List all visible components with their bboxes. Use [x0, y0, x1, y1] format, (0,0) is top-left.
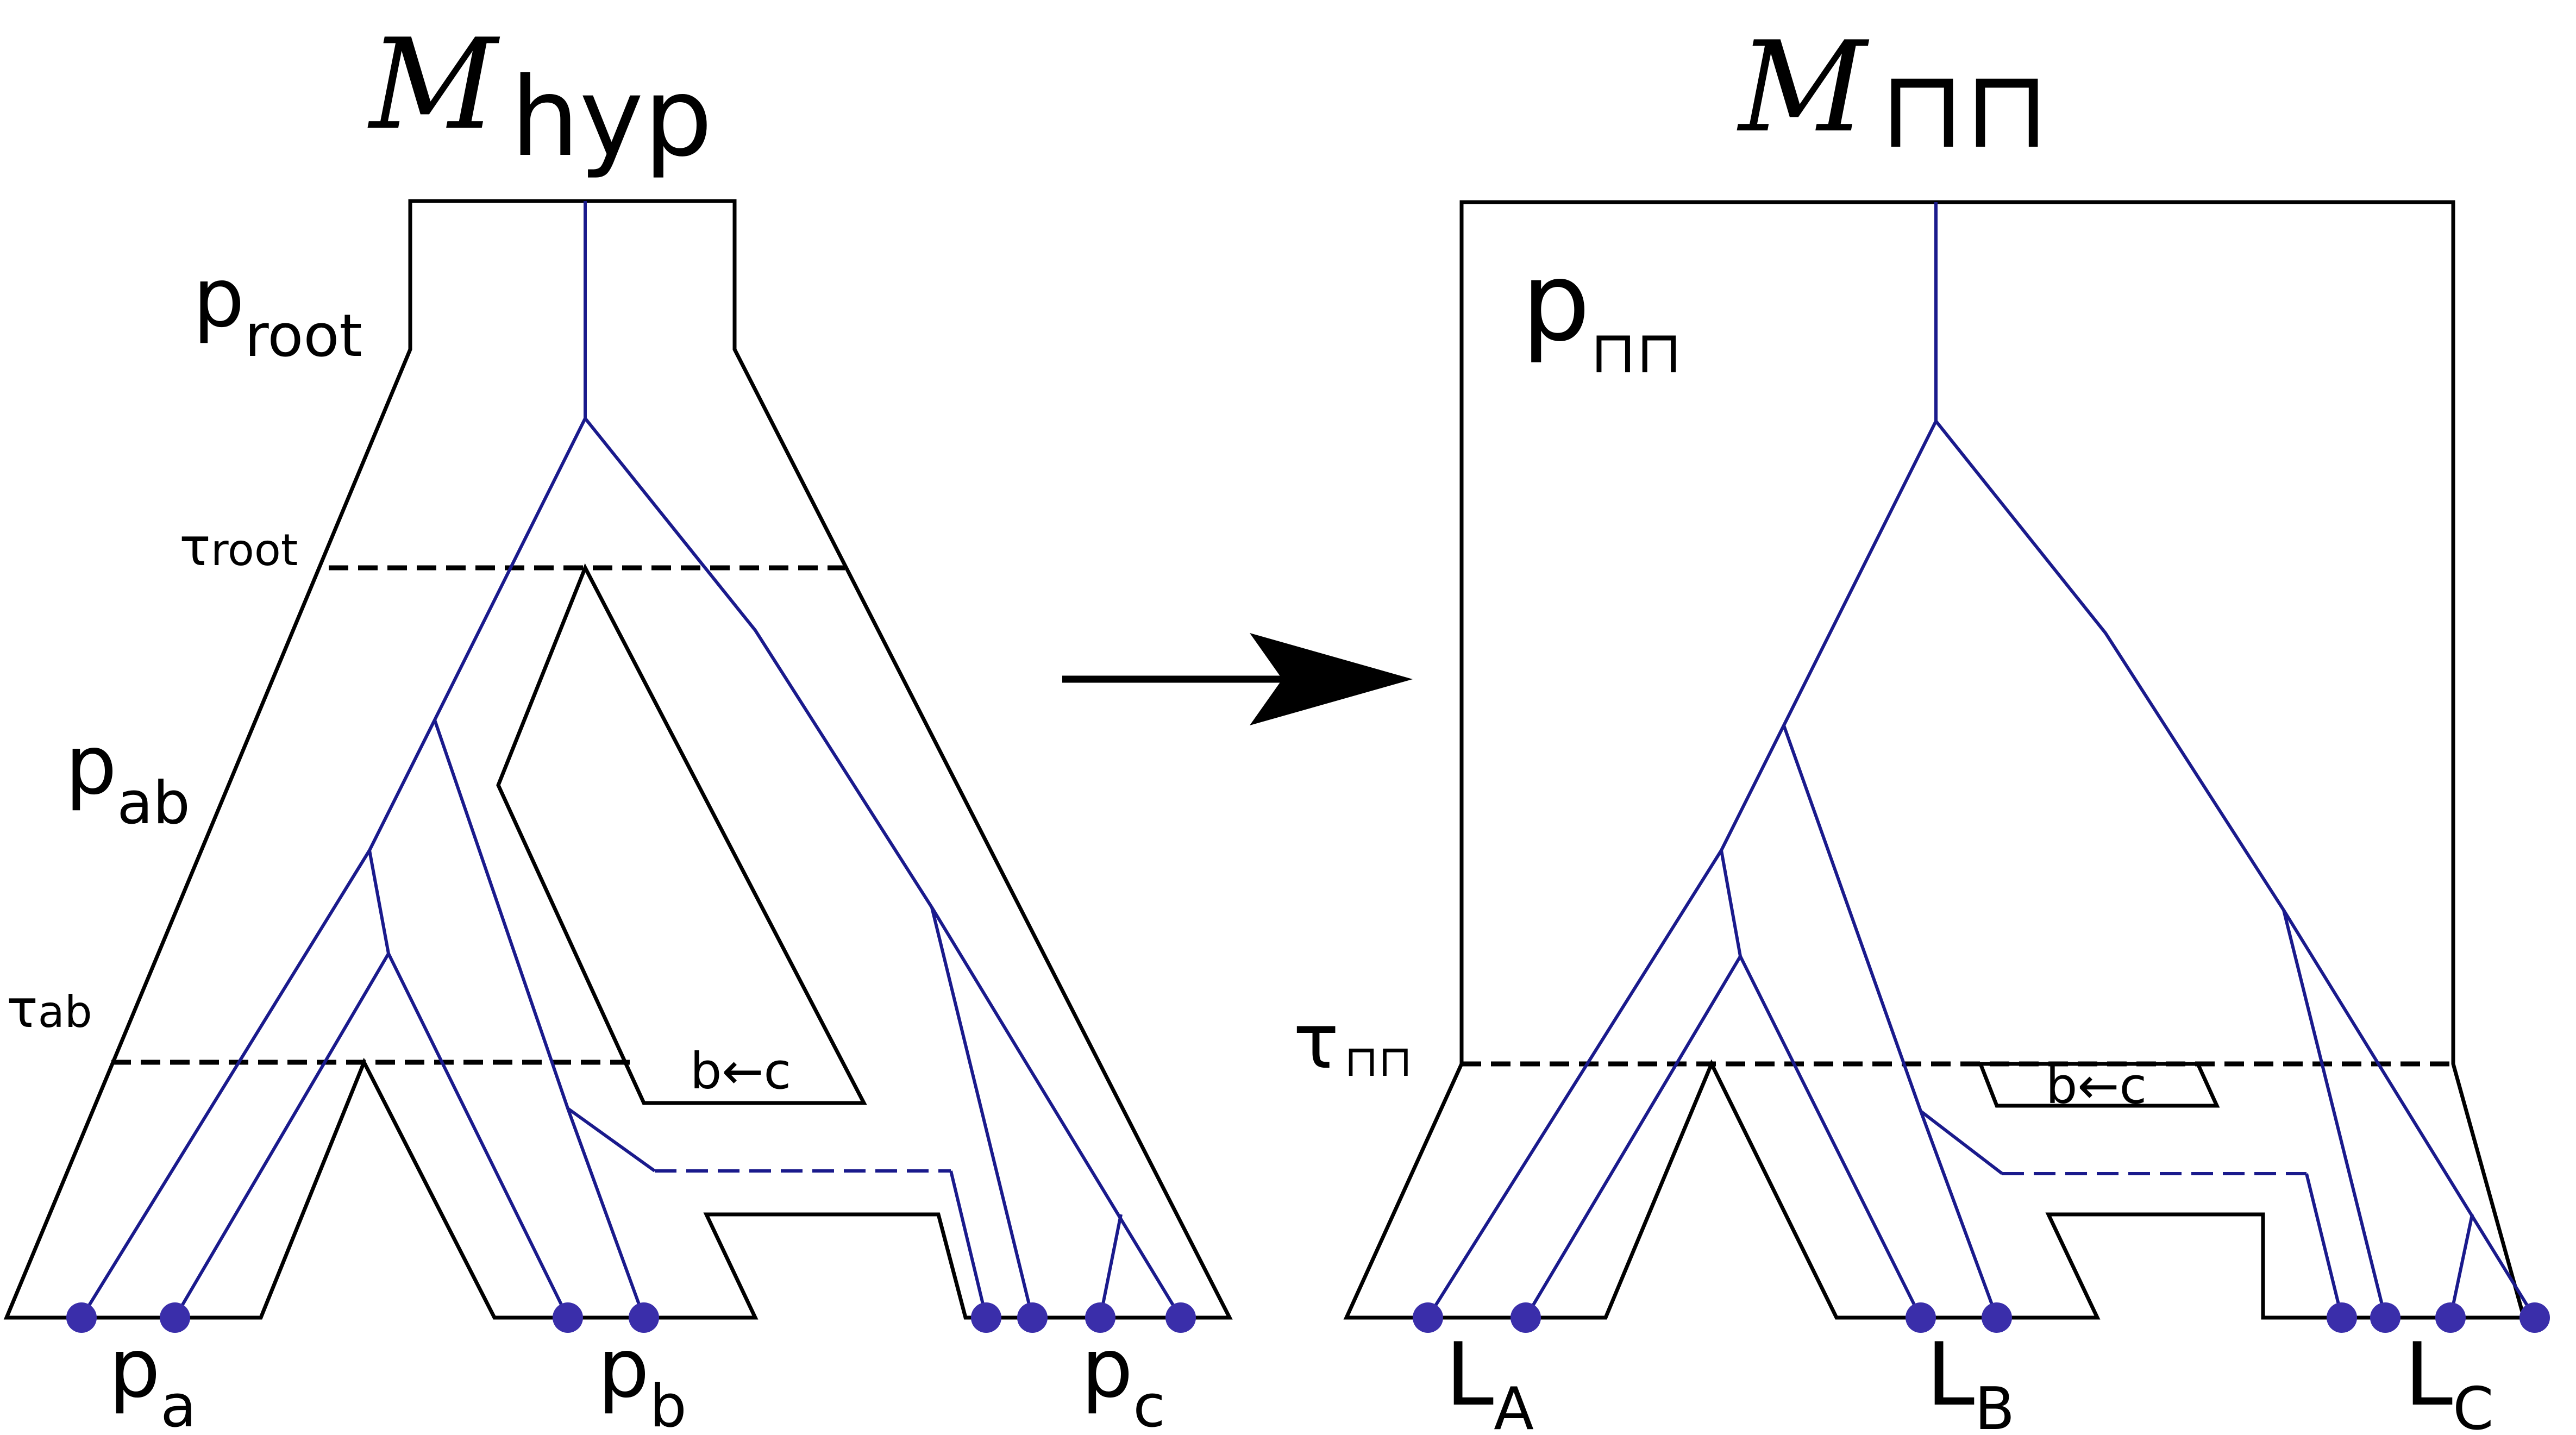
right-model: M ⊓⊓	[1293, 15, 2550, 1435]
label-tau-ab: τab	[7, 979, 92, 1039]
left-title-sub: hyp	[511, 54, 713, 181]
label-p-merged: p⊓⊓	[1521, 239, 1682, 386]
right-migration-box	[1977, 1062, 2220, 1108]
left-migration-label: b←c	[690, 1042, 791, 1100]
sample-point	[1085, 1302, 1115, 1333]
left-title: M hyp	[367, 12, 713, 181]
label-p-c: pc	[1081, 1321, 1165, 1435]
label-p-b: pb	[598, 1321, 687, 1435]
right-title-sub: ⊓⊓	[1880, 46, 2049, 173]
sample-point	[1017, 1302, 1048, 1333]
label-p-root: proot	[193, 251, 362, 370]
sample-point	[160, 1302, 190, 1333]
left-title-script: M	[367, 12, 500, 158]
sample-point	[2519, 1302, 2550, 1333]
right-species-tree-outline	[1343, 200, 2527, 1320]
sample-point	[1982, 1302, 2012, 1333]
right-title: M ⊓⊓	[1737, 15, 2049, 173]
right-migration-label: b←c	[2046, 1057, 2147, 1115]
label-L-C: LC	[2404, 1324, 2494, 1435]
sample-point	[1413, 1302, 1443, 1333]
left-ghost-branch	[496, 563, 867, 1105]
left-gene-tree	[80, 201, 1182, 1319]
right-arrow-icon	[1062, 633, 1413, 725]
right-gene-tree	[1426, 202, 2536, 1319]
left-samples	[66, 1302, 1196, 1333]
sample-point	[971, 1302, 1001, 1333]
sample-point	[2435, 1302, 2466, 1333]
label-tau-merged: τ ⊓⊓	[1293, 998, 1412, 1086]
left-model: M hyp	[3, 12, 1233, 1435]
sample-point	[66, 1302, 97, 1333]
label-p-a: pa	[109, 1321, 196, 1435]
sample-point	[1165, 1302, 1196, 1333]
sample-point	[553, 1302, 583, 1333]
right-samples	[1413, 1302, 2550, 1333]
sample-point	[2370, 1302, 2400, 1333]
sample-point	[2327, 1302, 2357, 1333]
label-L-A: LA	[1445, 1324, 1534, 1435]
sample-point	[629, 1302, 659, 1333]
left-species-tree-outline	[3, 199, 1233, 1320]
label-p-ab: pab	[65, 718, 190, 837]
sample-point	[1510, 1302, 1541, 1333]
label-L-B: LB	[1926, 1324, 2015, 1435]
right-title-script: M	[1737, 15, 1870, 160]
label-tau-root: τroot	[179, 517, 298, 578]
sample-point	[1906, 1302, 1936, 1333]
